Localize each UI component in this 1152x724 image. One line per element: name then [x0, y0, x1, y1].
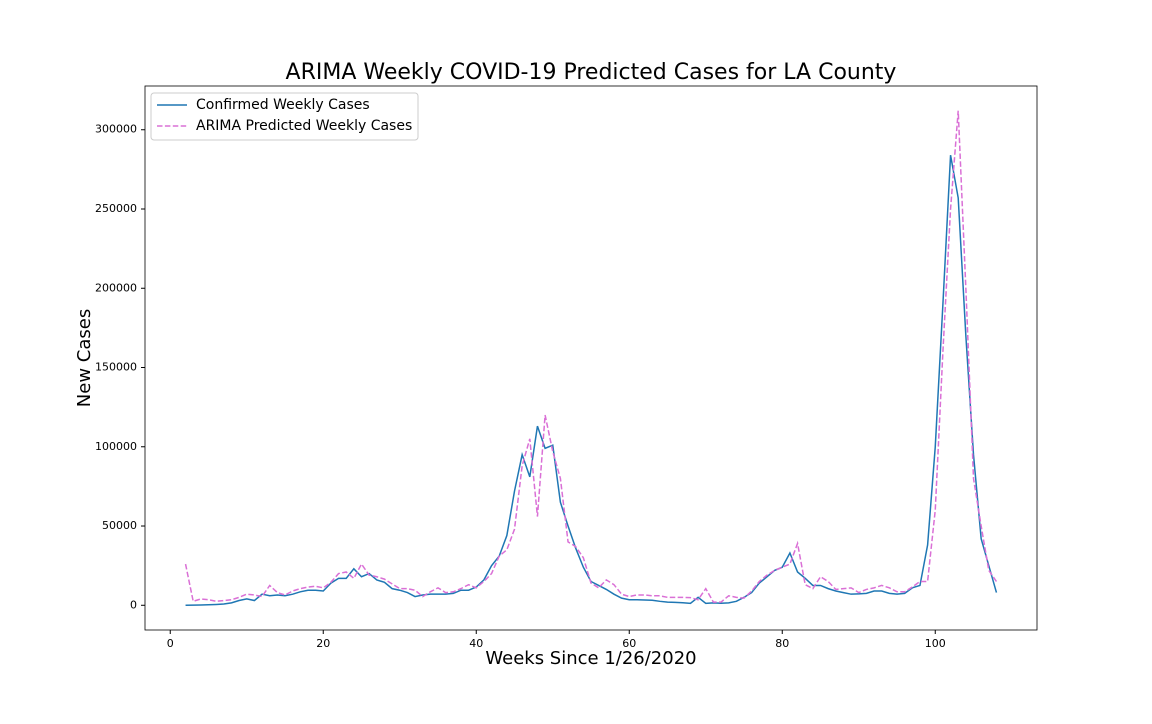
chart-title: ARIMA Weekly COVID-19 Predicted Cases fo…	[286, 60, 897, 85]
y-tick-label: 100000	[95, 440, 137, 453]
y-tick-label: 300000	[95, 123, 137, 136]
y-axis-label: New Cases	[74, 309, 95, 407]
y-tick-label: 0	[130, 598, 137, 611]
x-tick-label: 20	[316, 637, 330, 650]
plot-frame	[144, 85, 1038, 631]
x-tick-label: 40	[469, 637, 483, 650]
legend-label: ARIMA Predicted Weekly Cases	[196, 118, 412, 134]
x-tick-label: 0	[167, 637, 174, 650]
x-tick-label: 60	[622, 637, 636, 650]
x-axis-label: Weeks Since 1/26/2020	[485, 648, 696, 669]
x-tick-label: 80	[775, 637, 789, 650]
y-tick-label: 200000	[95, 281, 137, 294]
series-line	[184, 110, 998, 603]
legend-label: Confirmed Weekly Cases	[196, 97, 370, 113]
y-tick-label: 250000	[95, 202, 137, 215]
x-tick-label: 100	[925, 637, 946, 650]
legend-box	[150, 92, 419, 141]
y-tick-label: 150000	[95, 361, 137, 374]
y-tick-label: 50000	[102, 519, 137, 532]
